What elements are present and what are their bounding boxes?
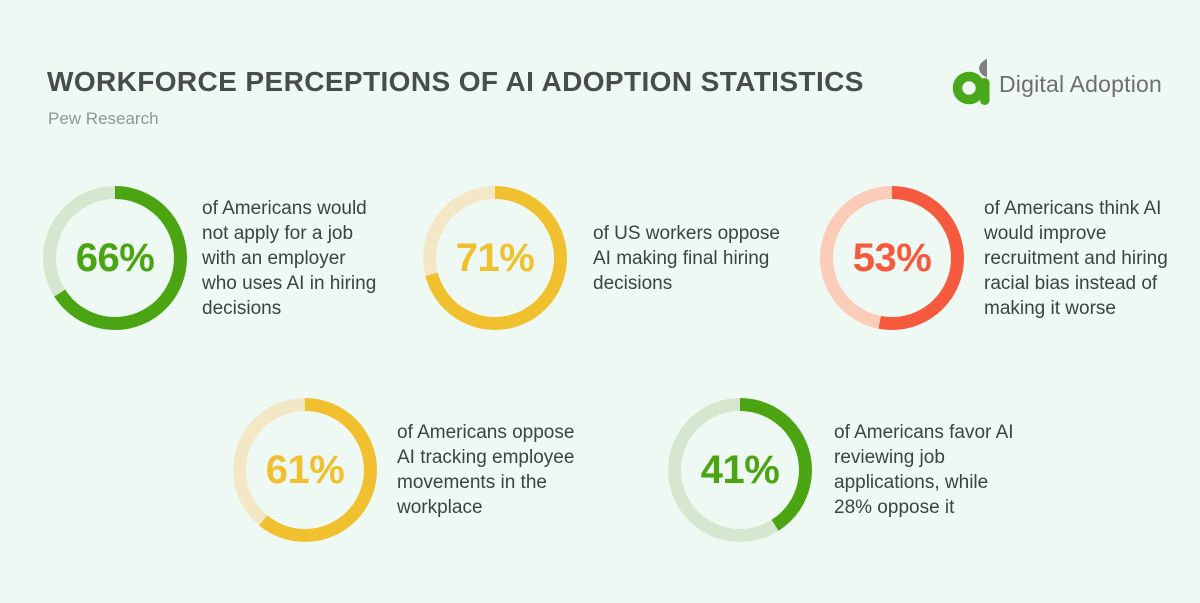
logo: Digital Adoption: [952, 57, 1162, 105]
stat-card-53: 53% of Americans think AI would improve …: [820, 186, 1194, 330]
stat-value: 61%: [265, 447, 345, 492]
stat-card-71: 71% of US workers oppose AI making final…: [423, 186, 793, 330]
stat-value: 71%: [455, 235, 535, 280]
stat-card-41: 41% of Americans favor AI reviewing job …: [668, 398, 1022, 542]
stat-card-61: 61% of Americans oppose AI tracking empl…: [233, 398, 595, 542]
digital-adoption-logo-icon: [952, 59, 990, 105]
donut-chart-41: 41%: [668, 398, 812, 542]
donut-chart-61: 61%: [233, 398, 377, 542]
source-label: Pew Research: [48, 109, 159, 128]
stat-description: of Americans would not apply for a job w…: [202, 197, 377, 319]
donut-chart-66: 66%: [43, 186, 187, 330]
stat-description: of Americans oppose AI tracking employee…: [397, 422, 575, 518]
stat-value: 66%: [75, 235, 155, 280]
donut-chart-53: 53%: [820, 186, 964, 330]
stat-value: 41%: [700, 447, 780, 492]
stat-card-66: 66% of Americans would not apply for a j…: [43, 186, 384, 330]
donut-chart-71: 71%: [423, 186, 567, 330]
page-title: WORKFORCE PERCEPTIONS OF AI ADOPTION STA…: [47, 66, 864, 97]
logo-text: Digital Adoption: [999, 71, 1163, 97]
stat-description: of US workers oppose AI making final hir…: [593, 222, 780, 294]
stat-value: 53%: [852, 235, 932, 280]
stat-description: of Americans think AI would improve recr…: [984, 197, 1168, 319]
stat-description: of Americans favor AI reviewing job appl…: [834, 422, 1014, 518]
